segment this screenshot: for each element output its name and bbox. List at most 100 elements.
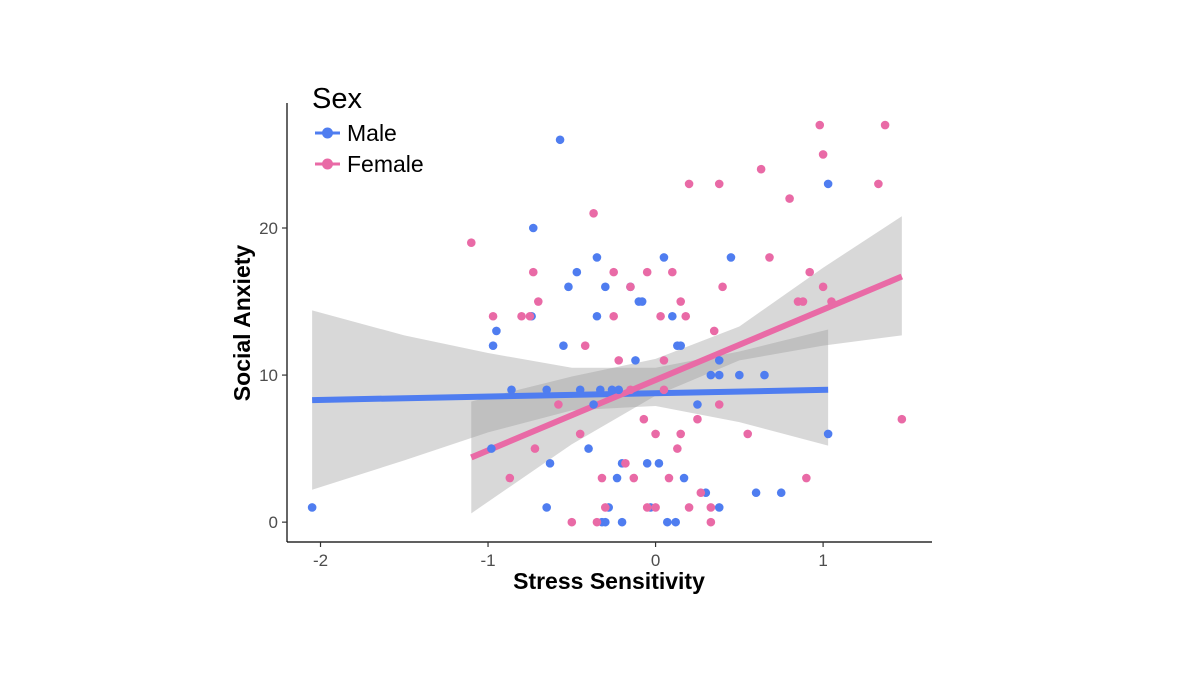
data-point-male [631,356,640,365]
data-point-male [564,282,573,292]
data-point-female [533,297,543,306]
axes: -2 -1 0 1 0 10 20 [259,103,932,570]
data-point-female [874,179,883,189]
data-point-female [805,267,815,277]
data-point-female [567,517,577,527]
data-point-female [714,400,724,409]
data-point-male [589,400,598,409]
data-point-male [542,503,551,512]
data-point-male [592,253,602,262]
legend-marker-male [322,127,333,139]
data-point-female [709,326,719,336]
data-point-female [714,179,724,189]
data-point-male [307,503,317,512]
trend-line-male [312,386,829,404]
data-point-male [662,517,672,527]
data-point-female [639,414,649,424]
legend: Sex Male Female [312,83,424,177]
data-point-male [823,429,833,439]
data-point-female [626,282,635,292]
data-point-male [528,223,538,233]
data-point-male [735,370,744,380]
legend-label-male: Male [347,120,397,146]
data-point-female [693,414,702,424]
data-point-male [601,282,610,292]
data-point-female [815,120,825,130]
data-point-female [756,164,766,174]
data-point-female [664,473,674,483]
data-point-male [601,517,610,527]
data-point-male [668,311,677,321]
data-point-female [575,429,585,439]
data-point-female [696,488,706,498]
data-point-female [629,473,639,483]
data-point-female [718,282,727,292]
data-point-female [466,238,476,248]
data-point-male [726,253,736,262]
data-point-male [614,385,624,395]
data-point-male [706,370,716,380]
data-point-female [684,179,694,189]
data-point-female [642,503,652,512]
data-point-male [545,459,555,468]
data-point-male [492,326,501,336]
data-point-female [626,385,635,395]
data-point-male [584,444,593,453]
x-tick-label: -2 [313,551,328,570]
data-point-female [818,282,828,292]
confidence-bands [312,216,902,514]
data-point-female [642,267,652,277]
y-tick-label: 10 [259,366,278,385]
trend-line-female [470,273,904,461]
data-point-female [684,503,694,512]
data-point-male [592,311,602,321]
data-point-female [743,429,753,439]
data-point-female [659,356,669,365]
data-point-female [517,311,526,321]
data-point-male [760,370,769,380]
data-point-male [776,488,786,498]
data-points [307,120,907,527]
confidence-band-male [312,310,829,490]
data-point-female [554,400,563,409]
data-point-female [765,253,774,262]
data-point-male [637,297,647,306]
data-point-female [525,311,535,321]
x-axis-ticks: -2 -1 0 1 [313,542,828,570]
data-point-female [798,297,808,306]
data-point-female [880,120,890,130]
trend-lines [312,273,904,461]
data-point-male [693,400,702,409]
x-tick-label: -1 [480,551,495,570]
data-point-male [572,267,582,277]
data-point-female [528,267,538,277]
data-point-female [668,267,677,277]
data-point-female [651,503,660,512]
data-point-female [656,311,665,321]
data-point-male [714,370,724,380]
data-point-female [609,311,618,321]
data-point-female [651,429,660,439]
data-point-male [542,385,551,395]
data-point-male [714,356,724,365]
data-point-male [642,459,652,468]
data-point-female [609,267,618,277]
data-point-male [659,253,669,262]
data-point-female [785,194,794,203]
data-point-female [589,209,598,218]
data-point-female [597,473,607,483]
data-point-female [601,503,610,512]
data-point-female [676,297,686,306]
data-point-male [823,179,833,189]
data-point-female [681,311,691,321]
data-point-male [507,385,516,395]
data-point-male [676,341,686,350]
data-point-female [802,473,811,483]
data-point-male [714,503,724,512]
data-point-female [592,517,602,527]
data-point-male [679,473,689,483]
data-point-male [671,517,680,527]
data-point-female [505,473,515,483]
data-point-male [595,385,605,395]
